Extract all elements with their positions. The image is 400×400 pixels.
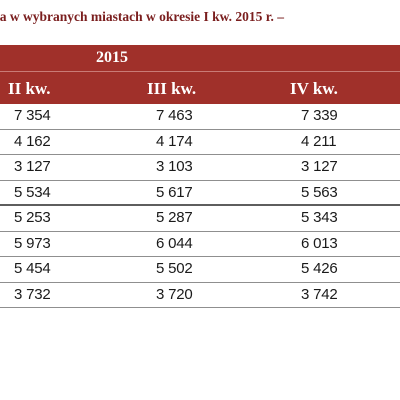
table-cell: 5 253 [14, 209, 51, 226]
table-row: 3 732 3 720 3 742 [0, 283, 400, 308]
table-cell: 5 287 [156, 209, 193, 226]
table-cell: 5 563 [301, 183, 338, 201]
table-cell: 7 339 [301, 107, 338, 124]
table-cell: 5 454 [14, 260, 51, 277]
table-cell: 4 174 [156, 132, 193, 150]
table-cell: 5 343 [301, 209, 338, 226]
table-cell: 5 617 [156, 183, 193, 201]
table-cell: 3 732 [14, 285, 51, 303]
table-row: 7 354 7 463 7 339 [0, 104, 400, 130]
column-header-q3: III kw. [147, 79, 197, 98]
table-cell: 3 720 [156, 285, 193, 303]
table-cell: 3 127 [14, 158, 51, 175]
table-cell: 5 502 [156, 260, 193, 277]
table-cell: 4 162 [14, 132, 51, 150]
table-cell: 7 463 [156, 107, 193, 124]
table-row: 5 973 6 044 6 013 [0, 232, 400, 257]
table-cell: 5 534 [14, 183, 51, 201]
table-row: 4 162 4 174 4 211 [0, 130, 400, 155]
column-header-q2: II kw. [8, 79, 51, 98]
table-row: 3 127 3 103 3 127 [0, 155, 400, 181]
table-row: 5 253 5 287 5 343 [0, 206, 400, 232]
table-row: 5 534 5 617 5 563 [0, 181, 400, 206]
header-divider [0, 71, 400, 72]
table-cell: 5 973 [14, 234, 51, 252]
table-cell: 6 044 [156, 234, 193, 252]
table-header: 2015 II kw. III kw. IV kw. [0, 45, 400, 104]
table-cell: 4 211 [301, 132, 337, 150]
table-cell: 3 103 [156, 158, 193, 175]
table-cell: 3 742 [301, 285, 338, 303]
table-body: 7 354 7 463 7 339 4 162 4 174 4 211 3 12… [0, 104, 400, 308]
year-heading: 2015 [96, 49, 128, 66]
table-cell: 6 013 [301, 234, 338, 252]
table-row: 5 454 5 502 5 426 [0, 257, 400, 283]
column-header-q4: IV kw. [290, 79, 338, 98]
table-caption: ia w wybranych miastach w okresie I kw. … [0, 9, 285, 24]
table-cell: 5 426 [301, 260, 338, 277]
table-cell: 7 354 [14, 107, 51, 124]
table-cell: 3 127 [301, 158, 338, 175]
